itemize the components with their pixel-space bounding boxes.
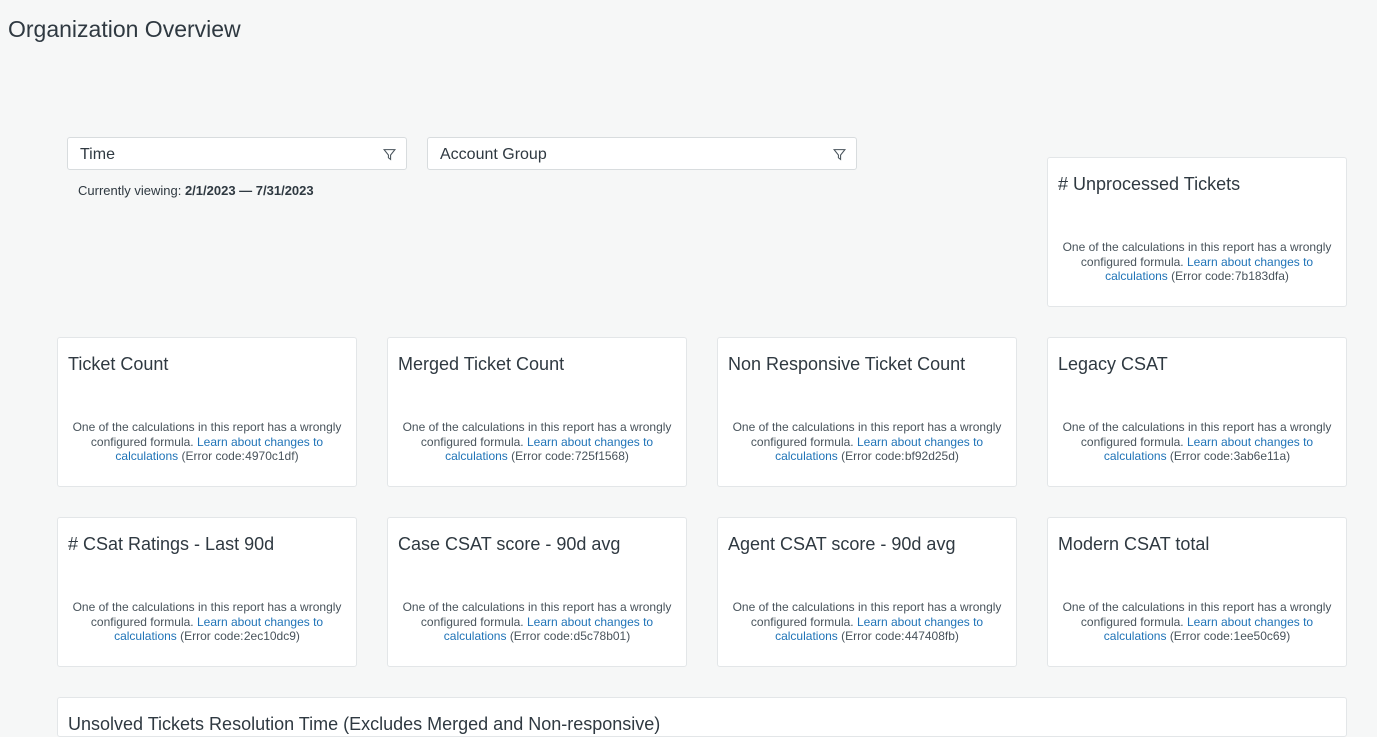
error-code-prefix: (Error code: [1169,629,1234,643]
error-code-suffix: ) [954,449,959,463]
learn-more-link[interactable]: Learn about changes to calculations [1105,254,1314,284]
error-text: One of the calculations in this report h… [732,600,1002,629]
error-code-suffix: ) [626,629,631,643]
page-title: Organization Overview [8,16,241,42]
error-text: One of the calculations in this report h… [402,420,672,449]
card-title: Agent CSAT score - 90d avg [728,534,956,554]
error-code-prefix: (Error code: [1169,449,1234,463]
metric-card: # CSat Ratings - Last 90d One of the cal… [57,517,357,667]
learn-more-link[interactable]: Learn about changes to calculations [114,614,324,644]
error-text: One of the calculations in this report h… [1062,600,1332,629]
metric-card: Ticket Count One of the calculations in … [57,337,357,487]
metric-card: Legacy CSAT One of the calculations in t… [1047,337,1347,487]
card-title: Legacy CSAT [1058,354,1168,374]
error-code-prefix: (Error code: [511,449,575,463]
error-code-prefix: (Error code: [1171,269,1235,283]
error-message: One of the calculations in this report h… [722,420,1012,464]
account-group-filter[interactable]: Account Group [427,137,857,170]
metric-card: Non Responsive Ticket Count One of the c… [717,337,1017,487]
card-title: Non Responsive Ticket Count [728,354,966,374]
learn-more-link[interactable]: Learn about changes to calculations [1103,614,1314,644]
error-code-suffix: ) [294,449,299,463]
error-code-prefix: (Error code: [509,629,574,643]
learn-more-link[interactable]: Learn about changes to calculations [445,434,654,464]
card-title: # CSat Ratings - Last 90d [68,534,275,554]
error-code: d5c78b01 [573,629,627,643]
error-text: One of the calculations in this report h… [72,420,342,449]
learn-more-link[interactable]: Learn about changes to calculations [115,434,324,464]
error-code: bf92d25d [904,449,955,463]
error-message: One of the calculations in this report h… [62,420,352,464]
error-code-suffix: ) [1286,449,1291,463]
error-code-prefix: (Error code: [181,449,245,463]
card-title: Ticket Count [68,354,169,374]
filter-icon [383,149,396,161]
error-text: One of the calculations in this report h… [72,600,342,629]
error-message: One of the calculations in this report h… [1052,240,1342,284]
error-code-suffix: ) [1284,269,1289,283]
error-code-suffix: ) [295,629,300,643]
error-message: One of the calculations in this report h… [392,420,682,464]
error-code: 725f1568 [574,449,625,463]
error-message: One of the calculations in this report h… [1052,420,1342,464]
error-code-prefix: (Error code: [180,629,244,643]
filter-icon [833,149,846,161]
error-text: One of the calculations in this report h… [1062,420,1332,449]
error-message: One of the calculations in this report h… [1052,600,1342,644]
learn-more-link[interactable]: Learn about changes to calculations [443,614,654,644]
viewing-prefix: Currently viewing: [78,183,182,198]
resolution-time-card: Unsolved Tickets Resolution Time (Exclud… [57,697,1347,737]
currently-viewing: Currently viewing: 2/1/2023 — 7/31/2023 [78,183,314,198]
card-title: Unsolved Tickets Resolution Time (Exclud… [68,714,661,734]
error-code: 2ec10dc9 [243,629,296,643]
card-title: Merged Ticket Count [398,354,565,374]
error-code: 447408fb [904,629,955,643]
learn-more-link[interactable]: Learn about changes to calculations [775,434,984,464]
card-title: # Unprocessed Tickets [1058,174,1241,194]
metric-card: Agent CSAT score - 90d avg One of the ca… [717,517,1017,667]
error-code-prefix: (Error code: [841,629,905,643]
metric-card: # Unprocessed Tickets One of the calcula… [1047,157,1347,307]
error-code-suffix: ) [954,629,959,643]
error-code-suffix: ) [624,449,629,463]
error-message: One of the calculations in this report h… [392,600,682,644]
viewing-range: 2/1/2023 — 7/31/2023 [184,183,314,198]
account-group-filter-label: Account Group [440,146,547,163]
time-filter-label: Time [80,146,115,163]
card-title: Case CSAT score - 90d avg [398,534,621,554]
error-text: One of the calculations in this report h… [732,420,1002,449]
time-filter[interactable]: Time [67,137,407,170]
error-code-prefix: (Error code: [841,449,905,463]
error-code: 1ee50c69 [1233,629,1287,643]
learn-more-link[interactable]: Learn about changes to calculations [775,614,984,644]
error-code: 4970c1df [245,449,295,463]
error-code: 3ab6e11a [1233,449,1287,463]
error-code-suffix: ) [1286,629,1291,643]
error-code: 7b183dfa [1234,269,1285,283]
metric-card: Merged Ticket Count One of the calculati… [387,337,687,487]
metric-card: Modern CSAT total One of the calculation… [1047,517,1347,667]
metric-card: Case CSAT score - 90d avg One of the cal… [387,517,687,667]
learn-more-link[interactable]: Learn about changes to calculations [1103,434,1314,464]
error-message: One of the calculations in this report h… [62,600,352,644]
error-text: One of the calculations in this report h… [1062,240,1332,269]
card-title: Modern CSAT total [1058,534,1210,554]
error-text: One of the calculations in this report h… [402,600,672,629]
error-message: One of the calculations in this report h… [722,600,1012,644]
